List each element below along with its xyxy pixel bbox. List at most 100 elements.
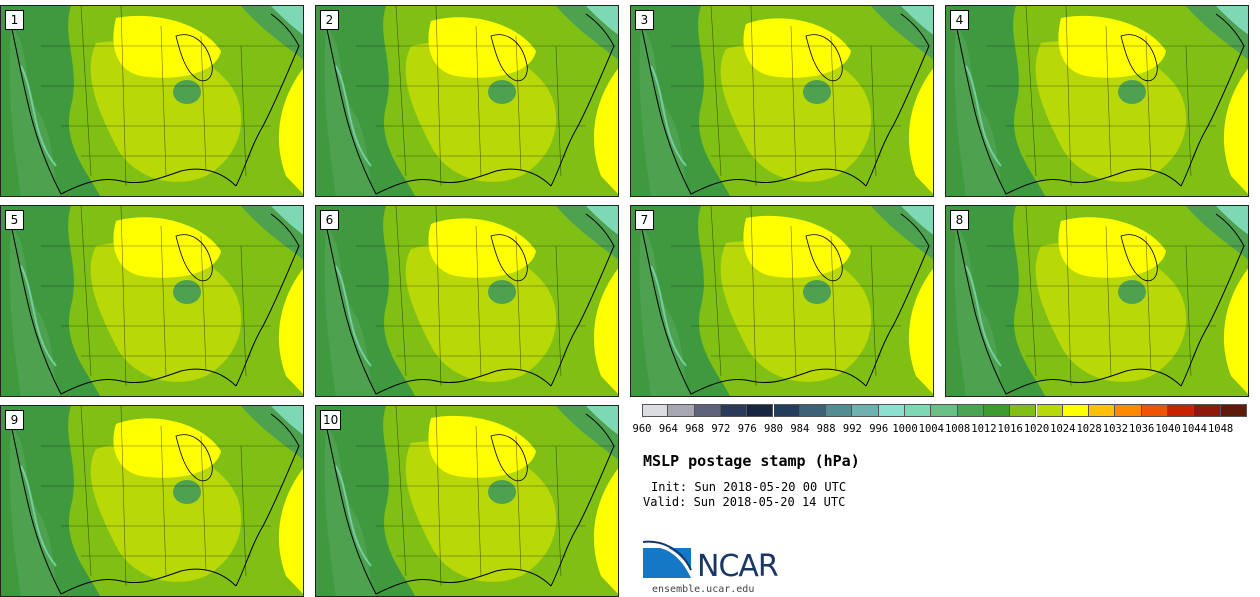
local-low xyxy=(173,480,201,504)
terrain-detail xyxy=(650,265,687,367)
valid-time: Valid: Sun 2018-05-20 14 UTC xyxy=(643,495,846,509)
colorbar-swatch xyxy=(1220,404,1247,417)
colorbar-tick-label: 984 xyxy=(790,423,810,435)
mslp-map xyxy=(1,6,303,196)
atlantic-low xyxy=(1216,206,1248,235)
great-lakes xyxy=(175,434,213,482)
ncar-logo-icon xyxy=(643,540,692,578)
atlantic-high xyxy=(593,468,618,594)
colorbar-swatch xyxy=(1194,404,1221,417)
local-low xyxy=(173,280,201,304)
member-number: 9 xyxy=(5,410,24,430)
local-low xyxy=(173,80,201,104)
colorbar-tick-label: 1044 xyxy=(1181,423,1207,435)
colorbar-swatch xyxy=(931,404,958,417)
mslp-map xyxy=(316,6,618,196)
atlantic-low xyxy=(586,406,618,435)
atlantic-low xyxy=(271,6,303,35)
colorbar-tick-label: 1032 xyxy=(1102,423,1129,435)
high-pressure-core xyxy=(743,18,851,78)
high-pressure-core xyxy=(113,418,221,478)
atlantic-low xyxy=(1216,6,1248,35)
terrain-detail xyxy=(650,65,687,167)
high-pressure-center xyxy=(720,240,872,382)
state-borders xyxy=(41,6,301,187)
member-panel-8: 8 xyxy=(945,205,1249,397)
colorbar-swatch xyxy=(1010,404,1037,417)
high-pressure-core xyxy=(428,17,536,78)
great-lakes xyxy=(490,434,528,482)
great-lakes xyxy=(805,234,843,282)
atlantic-high xyxy=(908,68,933,194)
high-pressure-core xyxy=(428,415,536,478)
colorbar-swatch xyxy=(983,404,1011,417)
colorbar-swatch xyxy=(826,404,853,417)
state-borders xyxy=(356,6,616,187)
colorbar-tick-label: 1008 xyxy=(944,423,971,435)
mslp-map xyxy=(631,206,933,396)
member-panel-5: 5 xyxy=(0,205,304,397)
terrain-detail xyxy=(20,465,57,567)
colorbar-swatch xyxy=(878,404,905,417)
high-pressure-core xyxy=(428,218,536,278)
mslp-map xyxy=(1,206,303,396)
atlantic-high xyxy=(278,468,303,594)
colorbar-tick-label: 1004 xyxy=(918,423,944,435)
atlantic-high xyxy=(908,268,933,394)
local-low xyxy=(803,280,831,304)
pressure-colorbar: 960 964 968 972 976 980 984 988 992 996 1000 1004 10… xyxy=(633,404,1248,440)
local-low xyxy=(803,80,831,104)
atlantic-high xyxy=(593,68,618,194)
member-number: 6 xyxy=(320,210,339,230)
colorbar-tick-label: 960 xyxy=(632,423,652,435)
logo-swoosh-line xyxy=(643,540,692,571)
colorbar-tick-label: 1040 xyxy=(1155,423,1181,435)
atlantic-low xyxy=(901,6,933,35)
colorbar-tick-label: 968 xyxy=(685,423,705,435)
colorbar-tick-label: 1028 xyxy=(1076,423,1102,435)
local-low xyxy=(1118,80,1146,104)
colorbar-swatch xyxy=(1115,404,1142,417)
local-low xyxy=(1118,280,1146,304)
colorbar-tick-label: 1000 xyxy=(892,423,918,435)
mslp-map xyxy=(316,206,618,396)
colorbar-swatch xyxy=(668,404,695,417)
terrain-detail xyxy=(965,65,1002,167)
member-panel-3: 3 xyxy=(630,5,934,197)
high-pressure-center xyxy=(405,243,557,382)
coastline xyxy=(953,213,1245,395)
site-url: ensemble.ucar.edu xyxy=(652,584,755,595)
coastline xyxy=(638,13,930,195)
colorbar-swatch xyxy=(1089,404,1116,417)
member-number: 1 xyxy=(5,10,24,30)
state-borders xyxy=(41,406,301,587)
mslp-map xyxy=(316,406,618,596)
atlantic-high xyxy=(278,268,303,394)
high-pressure-center xyxy=(90,443,242,582)
great-lakes xyxy=(175,234,213,282)
high-pressure-core xyxy=(743,215,851,278)
member-panel-1: 1 xyxy=(0,5,304,197)
terrain-detail xyxy=(335,265,372,367)
atlantic-low xyxy=(271,206,303,235)
state-borders xyxy=(356,206,616,387)
colorbar-swatch xyxy=(773,404,800,417)
coastline xyxy=(953,13,1245,195)
great-lakes xyxy=(1120,234,1158,282)
atlantic-high xyxy=(1223,268,1248,394)
state-borders xyxy=(986,6,1246,187)
coastline xyxy=(323,213,615,395)
local-low xyxy=(488,80,516,104)
ncar-wordmark: NCAR xyxy=(697,549,779,584)
plot-title: MSLP postage stamp (hPa) xyxy=(643,452,860,470)
atlantic-low xyxy=(901,206,933,235)
member-panel-4: 4 xyxy=(945,5,1249,197)
high-pressure-core xyxy=(1058,15,1166,78)
coastline xyxy=(8,413,300,595)
high-pressure-center xyxy=(1035,242,1187,382)
atlantic-high xyxy=(593,268,618,394)
colorbar-swatch xyxy=(852,404,879,417)
colorbar-tick-label: 988 xyxy=(816,423,836,435)
colorbar-tick-label: 996 xyxy=(869,423,889,435)
colorbar-tick-label: 1016 xyxy=(997,423,1023,435)
